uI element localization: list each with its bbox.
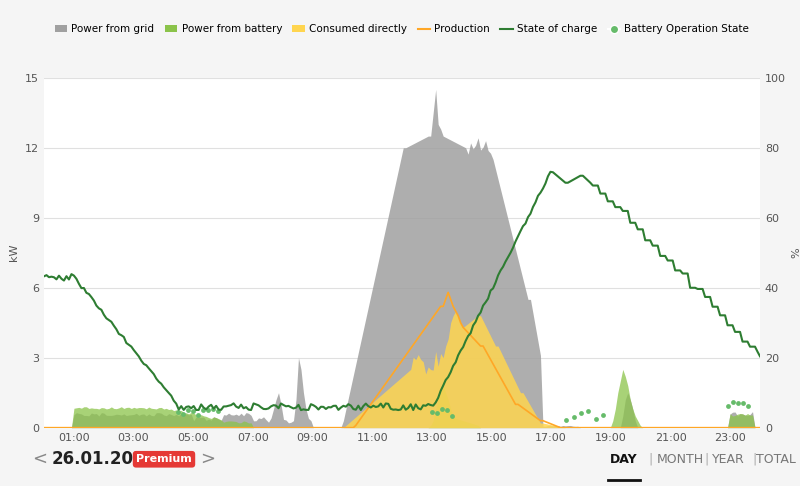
Text: |: | bbox=[752, 453, 757, 466]
Point bbox=[435, 406, 448, 414]
Point bbox=[192, 411, 205, 419]
Point bbox=[590, 416, 602, 423]
Text: DAY: DAY bbox=[610, 453, 638, 466]
Y-axis label: %: % bbox=[791, 247, 800, 258]
Text: <: < bbox=[33, 450, 47, 469]
Text: 26.01.2022: 26.01.2022 bbox=[51, 450, 157, 469]
Point bbox=[430, 409, 443, 417]
Y-axis label: kW: kW bbox=[10, 244, 19, 261]
Point bbox=[202, 406, 214, 414]
Point bbox=[206, 405, 219, 413]
Text: |: | bbox=[704, 453, 709, 466]
Point bbox=[741, 402, 754, 410]
Point bbox=[172, 408, 185, 416]
Point bbox=[722, 402, 734, 410]
Text: >: > bbox=[201, 450, 215, 469]
Point bbox=[574, 409, 587, 417]
Point bbox=[186, 407, 199, 415]
Point bbox=[597, 411, 610, 419]
Point bbox=[197, 406, 210, 414]
Text: |: | bbox=[648, 453, 653, 466]
Point bbox=[212, 407, 225, 415]
Point bbox=[731, 399, 744, 407]
Text: TOTAL: TOTAL bbox=[756, 453, 796, 466]
Point bbox=[440, 406, 453, 414]
Point bbox=[446, 412, 458, 419]
Point bbox=[426, 408, 438, 416]
Point bbox=[736, 399, 749, 407]
Text: YEAR: YEAR bbox=[712, 453, 744, 466]
Point bbox=[567, 413, 580, 421]
Text: Premium: Premium bbox=[136, 454, 192, 464]
Legend: Power from grid, Power from battery, Consumed directly, Production, State of cha: Power from grid, Power from battery, Con… bbox=[50, 20, 754, 38]
Text: MONTH: MONTH bbox=[657, 453, 703, 466]
Point bbox=[177, 410, 190, 418]
Point bbox=[182, 406, 194, 414]
Point bbox=[560, 417, 573, 424]
Point bbox=[726, 399, 739, 406]
Point bbox=[582, 408, 595, 416]
